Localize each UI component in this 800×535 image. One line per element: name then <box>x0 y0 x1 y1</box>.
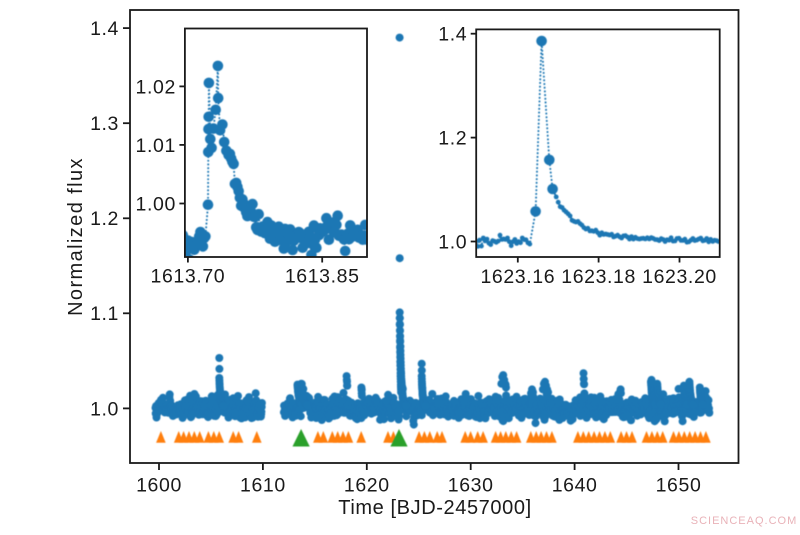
svg-text:1600: 1600 <box>136 474 182 496</box>
svg-text:1620: 1620 <box>344 474 390 496</box>
svg-text:1650: 1650 <box>656 474 702 496</box>
svg-text:1623.16: 1623.16 <box>480 266 555 288</box>
svg-text:1.2: 1.2 <box>438 128 467 150</box>
svg-text:1623.20: 1623.20 <box>642 266 717 288</box>
svg-text:1.4: 1.4 <box>90 18 119 40</box>
svg-text:1.4: 1.4 <box>438 24 467 46</box>
svg-text:SCIENCEAQ.COM: SCIENCEAQ.COM <box>691 515 798 527</box>
svg-text:1640: 1640 <box>552 474 598 496</box>
svg-text:1.02: 1.02 <box>136 76 176 98</box>
svg-text:1.2: 1.2 <box>90 208 119 230</box>
svg-text:Time [BJD-2457000]: Time [BJD-2457000] <box>338 497 531 519</box>
svg-text:1623.18: 1623.18 <box>561 266 636 288</box>
svg-text:1613.70: 1613.70 <box>151 266 226 288</box>
svg-text:1610: 1610 <box>240 474 286 496</box>
svg-text:1.00: 1.00 <box>136 193 176 215</box>
svg-text:1613.85: 1613.85 <box>285 266 360 288</box>
svg-text:Normalized flux: Normalized flux <box>65 157 87 316</box>
svg-text:1.01: 1.01 <box>136 135 176 157</box>
svg-text:1630: 1630 <box>448 474 494 496</box>
svg-text:1.0: 1.0 <box>438 231 467 253</box>
svg-text:1.1: 1.1 <box>90 303 119 325</box>
svg-text:1.3: 1.3 <box>90 113 119 135</box>
svg-text:1.0: 1.0 <box>90 398 119 420</box>
